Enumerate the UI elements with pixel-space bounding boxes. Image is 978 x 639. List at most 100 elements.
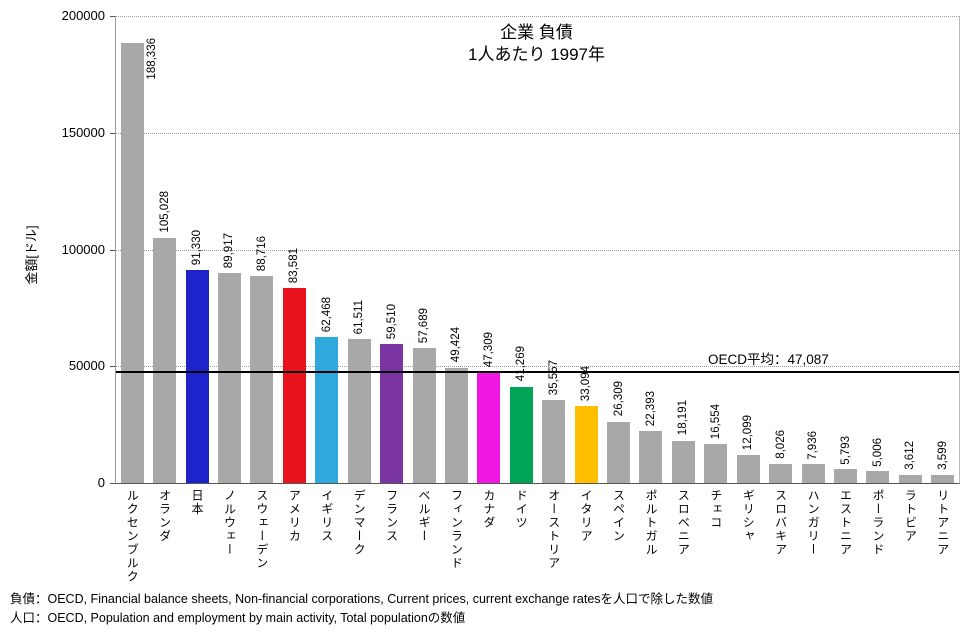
y-axis-tick-label: 100000	[61, 241, 105, 257]
bar	[736, 454, 760, 483]
bar-value-label: 49,424	[450, 327, 463, 363]
plot-area: OECD平均：47,087 188,336 ルクセンブルク 105,028 オランダ 9…	[115, 16, 960, 584]
bar	[185, 269, 209, 483]
y-axis-tick-label: 200000	[61, 8, 105, 23]
source-notes: 負債：OECD, Financial balance sheets, Non-f…	[10, 590, 713, 628]
bar	[769, 464, 793, 483]
category-label: スロベニア	[676, 489, 691, 557]
oecd-average-line	[116, 371, 959, 374]
bar-value-label: 22,393	[644, 390, 657, 426]
y-axis-tick-mark	[110, 483, 115, 484]
category-label: アメリカ	[287, 489, 302, 543]
gridline	[116, 366, 959, 368]
bar-value-label: 5,006	[871, 437, 884, 467]
bar	[477, 372, 501, 483]
category-label: 日本	[190, 489, 205, 516]
bar-value-label: 83,581	[288, 247, 301, 283]
bar-value-label: 26,309	[612, 381, 625, 417]
bar	[120, 43, 144, 483]
bar-value-label: 41,269	[515, 346, 528, 382]
bar-value-label: 3,599	[936, 440, 949, 470]
bar	[444, 367, 468, 483]
chart-title-line2: 1人あたり 1997年	[468, 45, 605, 64]
bar	[671, 440, 695, 483]
bar	[801, 464, 825, 483]
bar-value-label: 18,191	[677, 400, 690, 436]
category-label: スウェーデン	[254, 489, 269, 570]
bar	[542, 399, 566, 483]
gridline	[116, 132, 959, 134]
oecd-average-label: OECD平均：47,087	[708, 352, 829, 368]
bar-value-label: 88,716	[255, 235, 268, 271]
category-label: カナダ	[481, 489, 496, 530]
bar-value-label: 35,557	[547, 359, 560, 395]
bar-value-label: 5,793	[839, 435, 852, 465]
y-axis-tick-mark	[110, 366, 115, 368]
category-label: ベルギー	[417, 489, 432, 543]
category-label: エストニア	[838, 489, 853, 557]
y-axis-tick-mark	[110, 249, 115, 251]
y-axis-tick-label: 0	[97, 475, 105, 490]
y-axis-tick-label: 150000	[61, 124, 105, 140]
bar-value-label: 89,917	[223, 232, 236, 269]
bar	[639, 430, 663, 483]
category-label: ノルウェー	[222, 489, 237, 557]
footnote-debt-source: 負債：OECD, Financial balance sheets, Non-f…	[10, 592, 714, 606]
bar	[607, 421, 631, 483]
category-label: ポルトガル	[643, 489, 658, 557]
gridline	[116, 16, 959, 17]
category-label: リトアニア	[935, 489, 950, 557]
bar-value-label: 16,554	[709, 404, 722, 440]
y-axis-tick-mark	[110, 16, 115, 17]
bar	[217, 273, 241, 483]
category-label: ラトビア	[903, 489, 918, 543]
bar	[704, 444, 728, 483]
chart-title: 企業 負債 1人あたり 1997年	[115, 22, 958, 66]
category-label: ギリシャ	[741, 489, 756, 543]
bar	[347, 339, 371, 483]
category-label: ドイツ	[514, 489, 529, 530]
category-label: オランダ	[157, 489, 172, 543]
bar-value-label: 3,612	[904, 440, 917, 470]
y-axis-tick-label: 50000	[68, 358, 105, 374]
category-label: ポーランド	[870, 489, 885, 557]
category-label: チェコ	[708, 489, 723, 530]
category-label: デンマーク	[352, 489, 367, 557]
bar-value-label: 91,330	[191, 229, 204, 265]
bar-value-label: 8,026	[774, 430, 787, 460]
category-label: フランス	[384, 489, 399, 543]
y-axis-tick-mark	[110, 132, 115, 134]
category-label: ルクセンブルク	[125, 489, 140, 584]
bar	[315, 337, 339, 483]
gridline	[116, 249, 959, 251]
bar	[898, 474, 922, 483]
category-label: ハンガリー	[806, 489, 821, 557]
category-label: スペイン	[611, 489, 626, 543]
category-label: イギリス	[319, 489, 334, 543]
bar-value-label: 105,028	[158, 191, 171, 233]
bar	[250, 275, 274, 483]
bar	[931, 474, 955, 483]
category-label: オーストリア	[546, 489, 561, 570]
category-label: フィンランド	[449, 489, 464, 570]
bar-value-label: 12,099	[742, 414, 755, 450]
bar	[153, 237, 177, 483]
bar-value-label: 47,309	[482, 332, 495, 368]
bar-value-label: 59,510	[385, 303, 398, 340]
category-label: イタリア	[579, 489, 594, 543]
bar	[412, 348, 436, 483]
bar-value-label: 7,936	[807, 430, 820, 460]
bar	[509, 386, 533, 483]
bar	[866, 471, 890, 483]
bar	[834, 469, 858, 483]
bar-value-label: 61,511	[353, 300, 366, 335]
bar	[282, 287, 306, 483]
bar	[574, 405, 598, 483]
bar	[380, 344, 404, 483]
footnote-population-source: 人口：OECD, Population and employment by ma…	[10, 611, 466, 625]
bar-value-label: 62,468	[320, 296, 333, 333]
category-label: スロバキア	[773, 489, 788, 557]
chart-title-line1: 企業 負債	[500, 23, 573, 42]
bar-value-label: 57,689	[418, 308, 431, 344]
